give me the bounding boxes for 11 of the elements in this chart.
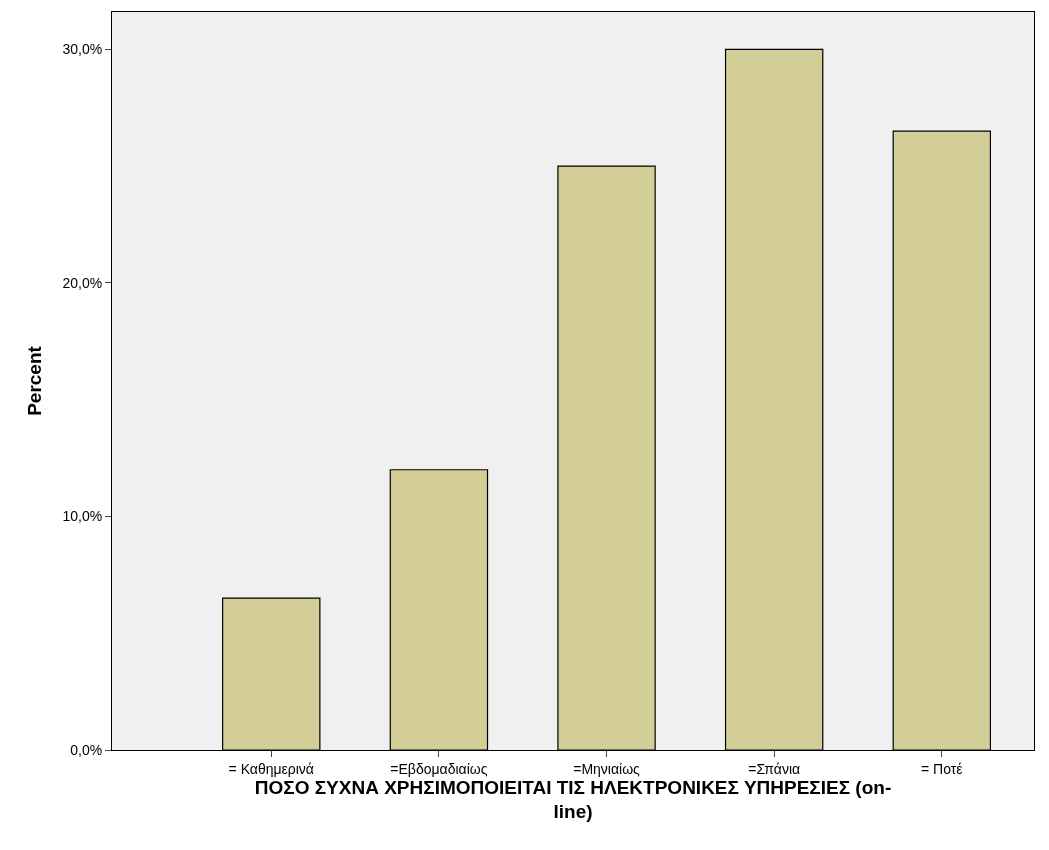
y-tick-label: 0,0% bbox=[70, 741, 103, 758]
x-tick-label: = Ποτέ bbox=[921, 760, 963, 777]
y-tick-label: 30,0% bbox=[62, 41, 103, 58]
y-axis-title: Percent bbox=[24, 345, 46, 416]
x-tick-label: =Σπάνια bbox=[748, 760, 801, 777]
x-tick-label: = Καθημερινά bbox=[228, 760, 314, 777]
y-tick-label: 10,0% bbox=[62, 508, 103, 525]
x-tick-label: =Μηνιαίως bbox=[573, 760, 641, 777]
x-tick-label: =Εβδομαδιαίως bbox=[390, 760, 488, 777]
x-axis-title: ΠΟΣΟ ΣΥΧΝΑ ΧΡΗΣΙΜΟΠΟΙΕΙΤΑΙ ΤΙΣ ΗΛΕΚΤΡΟΝΙΚΕΣ ΥΠΗΡΕΣΙΕΣ (on-line) bbox=[254, 776, 892, 823]
y-tick-label: 20,0% bbox=[62, 274, 103, 291]
